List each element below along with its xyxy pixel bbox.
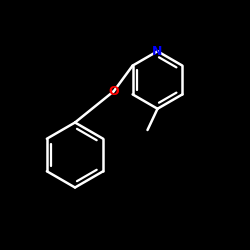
Text: N: N: [152, 45, 163, 58]
Text: O: O: [108, 85, 119, 98]
